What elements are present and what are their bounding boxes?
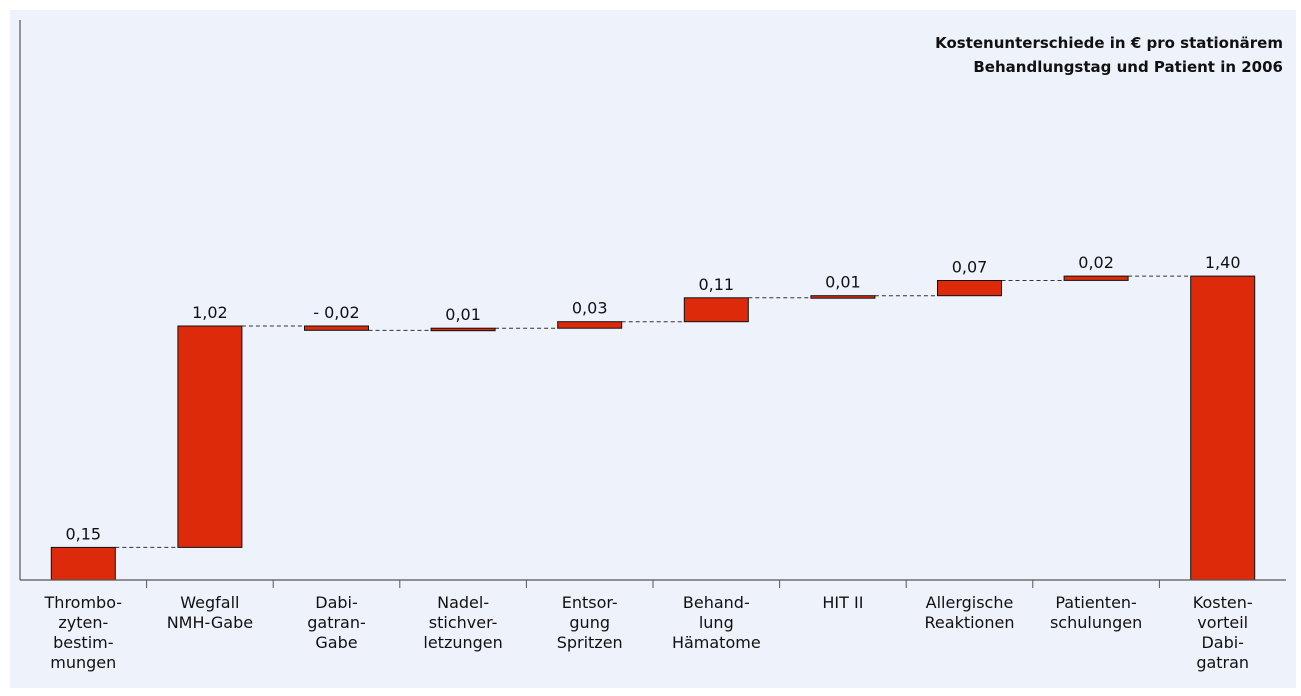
value-label-6: 0,11 bbox=[698, 275, 734, 294]
bar-9 bbox=[1063, 275, 1129, 281]
value-label-9: 0,02 bbox=[1078, 253, 1114, 272]
chart-title-line-1: Kostenunterschiede in € pro stationärem bbox=[935, 34, 1283, 52]
value-label-7: 0,01 bbox=[825, 273, 861, 292]
category-label-5: Entsor-gung Spritzen bbox=[557, 593, 623, 652]
bar-5 bbox=[557, 321, 623, 329]
category-label-1: Thrombo-zyten-bestim-mungen bbox=[44, 593, 123, 672]
value-label-10: 1,40 bbox=[1205, 253, 1241, 272]
bar-3 bbox=[304, 325, 369, 331]
chart-title: Kostenunterschiede in € pro stationärem … bbox=[935, 34, 1283, 76]
category-label-6: Behand-lung Hämatome bbox=[672, 593, 761, 652]
value-label-3: - 0,02 bbox=[313, 303, 359, 322]
category-label-8: Allergische Reaktionen bbox=[925, 593, 1015, 632]
bars bbox=[50, 275, 1256, 581]
x-axis-ticks bbox=[146, 580, 1160, 588]
chart-title-line-2: Behandlungstag und Patient in 2006 bbox=[973, 58, 1283, 76]
value-labels: 0,15 1,02 - 0,02 0,01 0,03 0,11 0,01 0,07 0,02 1,… bbox=[65, 253, 1240, 543]
bar-6 bbox=[683, 297, 749, 323]
category-label-4: Nadel-stichver-letzungen bbox=[423, 593, 502, 652]
category-label-2: Wegfall NMH-Gabe bbox=[167, 593, 253, 632]
bar-8 bbox=[937, 280, 1002, 297]
bar-2 bbox=[177, 325, 243, 548]
value-label-8: 0,07 bbox=[952, 258, 988, 277]
bar-7 bbox=[810, 295, 876, 299]
value-label-4: 0,01 bbox=[445, 305, 481, 324]
bar-1 bbox=[50, 546, 116, 581]
category-label-7: HIT II bbox=[822, 593, 863, 612]
category-label-3: Dabi-gatran-Gabe bbox=[307, 593, 366, 652]
bar-10 bbox=[1190, 275, 1256, 581]
category-label-10: Kosten-vorteil Dabi-gatran bbox=[1193, 593, 1253, 672]
value-label-2: 1,02 bbox=[192, 303, 228, 322]
bar-4 bbox=[430, 327, 496, 332]
value-label-5: 0,03 bbox=[572, 299, 608, 318]
value-label-1: 0,15 bbox=[65, 524, 101, 543]
connector-lines bbox=[115, 275, 1191, 548]
category-labels: Thrombo-zyten-bestim-mungen Wegfall NMH-Ga… bbox=[44, 593, 1253, 672]
category-label-9: Patienten-schulungen bbox=[1050, 593, 1142, 632]
